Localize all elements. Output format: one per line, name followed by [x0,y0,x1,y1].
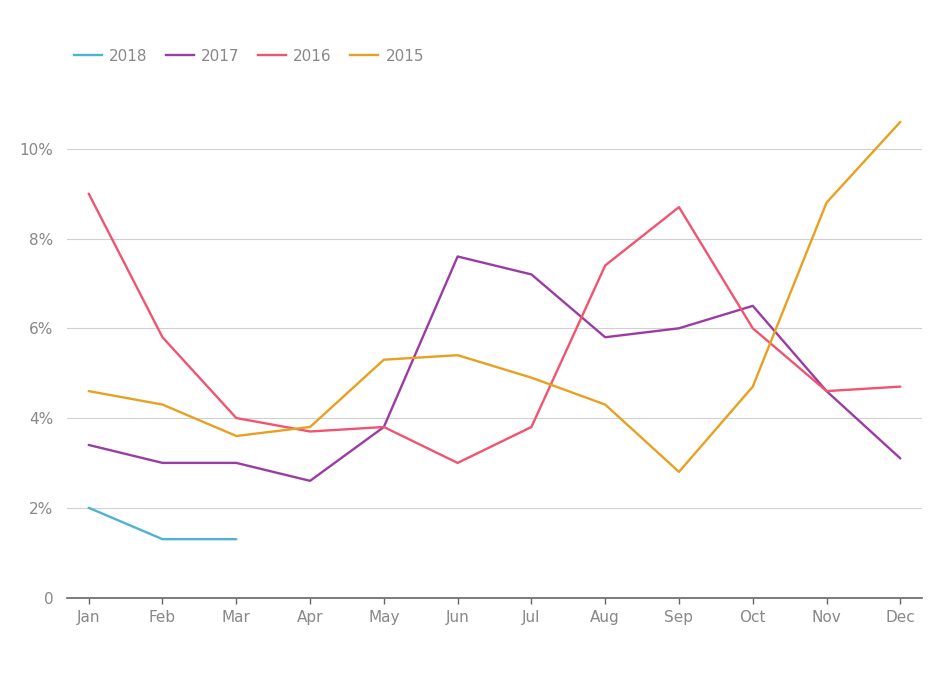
2017 [599,333,611,342]
2018 [83,504,94,512]
2015 [452,351,463,359]
2015 [821,198,832,206]
2016 [747,324,759,332]
2016 [599,261,611,270]
2017 [157,459,168,467]
2017 [304,477,316,485]
Legend: 2018, 2017, 2016, 2015: 2018, 2017, 2016, 2015 [74,48,424,64]
2016 [821,387,832,395]
2018 [157,535,168,543]
2016 [526,423,537,431]
2016 [895,382,906,390]
2015 [673,468,685,476]
2015 [83,387,94,395]
2017 [452,253,463,261]
2016 [673,203,685,211]
2017 [83,441,94,449]
Line: 2015: 2015 [88,122,901,472]
2016 [157,333,168,342]
2015 [599,401,611,409]
Line: 2018: 2018 [88,508,236,539]
2017 [895,454,906,462]
2018 [230,535,242,543]
2017 [230,459,242,467]
2015 [895,117,906,126]
2015 [304,423,316,431]
2016 [378,423,390,431]
2017 [378,423,390,431]
Line: 2016: 2016 [88,194,901,463]
2015 [747,382,759,390]
2016 [452,459,463,467]
2015 [230,432,242,440]
Line: 2017: 2017 [88,257,901,481]
2017 [526,270,537,278]
2016 [230,414,242,422]
2017 [673,324,685,332]
2017 [747,301,759,310]
2017 [821,387,832,395]
2016 [83,189,94,198]
2015 [157,401,168,409]
2016 [304,427,316,435]
2015 [378,356,390,364]
2015 [526,373,537,382]
